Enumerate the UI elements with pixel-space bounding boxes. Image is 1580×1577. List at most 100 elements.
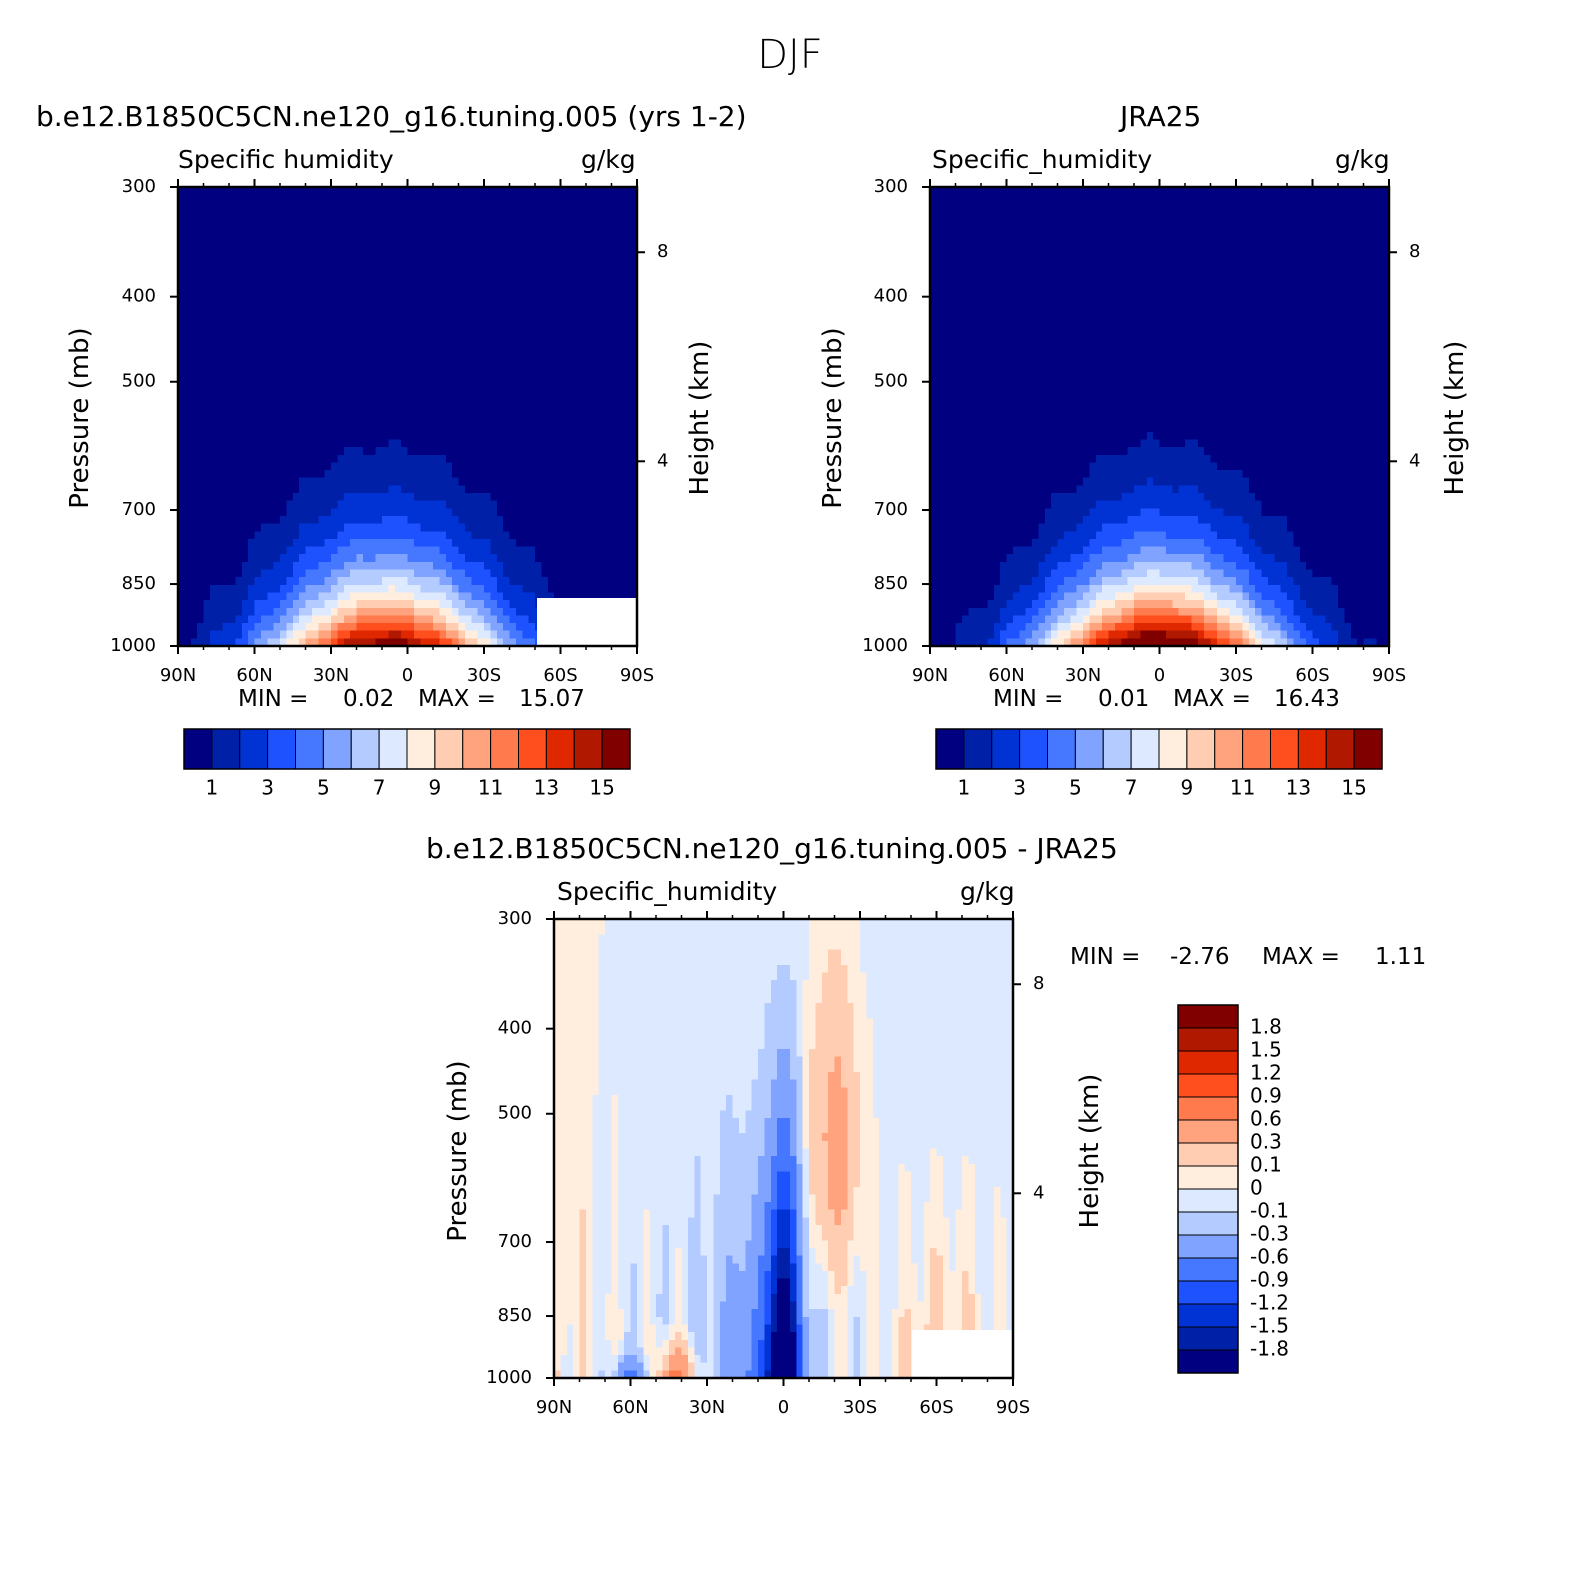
panel3-min-value: -2.76 (1170, 944, 1230, 970)
panel2-colorbar-box (963, 728, 993, 770)
panel2-colorbar-box (1325, 728, 1355, 770)
panel3-min-label: MIN = (1070, 944, 1141, 970)
panel3-y-tick-label: 300 (498, 908, 532, 929)
panel1-title: b.e12.B1850C5CN.ne120_g16.tuning.005 (yr… (36, 100, 747, 133)
panel3-colorbar-box (1177, 1027, 1239, 1052)
panel1-y-tick-label: 500 (122, 371, 156, 392)
panel2-colorbar-box (1186, 728, 1216, 770)
panel1-colorbar-label: 11 (478, 776, 503, 800)
panel3-colorbar-label: 1.5 (1250, 1038, 1282, 1062)
panel2-colorbar-label: 15 (1341, 776, 1366, 800)
panel3-x-tick-label: 90N (536, 1397, 572, 1418)
panel1-y-tick-label: 1000 (110, 635, 156, 656)
panel3-x-tick-label: 60S (919, 1397, 953, 1418)
panel2-variable-label: Specific_humidity (932, 145, 1153, 174)
panel3-colorbar-label: 1.2 (1250, 1061, 1282, 1085)
panel2-x-tick-label: 60N (988, 665, 1024, 686)
panel3-colorbar-label: -0.3 (1250, 1222, 1289, 1246)
panel3-colorbar-label: -1.2 (1250, 1291, 1289, 1315)
panel3-colorbar-box (1177, 1234, 1239, 1259)
panel3-colorbar-label: -0.9 (1250, 1268, 1289, 1292)
panel1-colorbar-box (350, 728, 380, 770)
panel1-y-tick-label: 700 (122, 499, 156, 520)
panel2-y-tick-label: 850 (874, 573, 908, 594)
panel1-y-tick-label: 300 (122, 176, 156, 197)
panel1-y-tick-label: 400 (122, 286, 156, 307)
panel3-colorbar-box (1177, 1349, 1239, 1374)
panel2-y-tick-label: 400 (874, 286, 908, 307)
panel3-colorbar-label: -1.8 (1250, 1337, 1289, 1361)
panel2-max-value: 16.43 (1274, 686, 1340, 712)
panel2-colorbar-box (1242, 728, 1272, 770)
panel3-units-label: g/kg (960, 877, 1015, 906)
panel1-colorbar-label: 15 (589, 776, 614, 800)
panel1-x-tick-label: 90S (620, 665, 654, 686)
panel3-colorbar-box (1177, 1119, 1239, 1144)
panel3-y-tick-label: 400 (498, 1018, 532, 1039)
panel2-colorbar-box (1102, 728, 1132, 770)
panel2-colorbar-label: 5 (1069, 776, 1082, 800)
panel3-colorbar-box (1177, 1211, 1239, 1236)
panel1-colorbar-box (490, 728, 520, 770)
panel2-colorbar-box (1047, 728, 1076, 770)
panel1-x-tick-label: 0 (402, 665, 413, 686)
panel2-max-label: MAX = (1173, 686, 1251, 712)
panel2-x-tick-label: 30N (1065, 665, 1101, 686)
panel1-x-tick-label: 30N (313, 665, 349, 686)
panel2-title: JRA25 (1120, 100, 1202, 133)
panel3-colorbar-label: 0 (1250, 1176, 1263, 1200)
panel2-x-tick-label: 90N (912, 665, 948, 686)
panel1-x-tick-label: 30S (467, 665, 501, 686)
panel2-colorbar-label: 3 (1013, 776, 1026, 800)
panel3-colorbar-label: -1.5 (1250, 1314, 1289, 1338)
panel3-y2-tick-label: 4 (1033, 1182, 1044, 1203)
panel2-x-tick-label: 60S (1295, 665, 1329, 686)
panel1-colorbar-box (406, 728, 436, 770)
panel2-y2-tick-label: 4 (1409, 450, 1420, 471)
panel3-colorbar-box (1177, 1073, 1239, 1098)
panel1-max-label: MAX = (418, 686, 496, 712)
panel2-colorbar-box (1297, 728, 1327, 770)
panel1-colorbar-box (322, 728, 352, 770)
panel1-variable-label: Specific humidity (178, 145, 394, 174)
panel1-colorbar-box (378, 728, 408, 770)
panel3-x-tick-label: 60N (612, 1397, 648, 1418)
panel3-colorbar-label: 1.8 (1250, 1015, 1282, 1039)
panel1-x-tick-label: 60S (543, 665, 577, 686)
panel2-y-tick-label: 700 (874, 499, 908, 520)
panel1-colorbar-box (601, 728, 631, 770)
panel1-colorbar-box (211, 728, 241, 770)
panel2-colorbar-box (1074, 728, 1104, 770)
panel3-colorbar-label: 0.6 (1250, 1107, 1282, 1131)
panel3-colorbar-label: 0.9 (1250, 1084, 1282, 1108)
panel1-y2-tick-label: 8 (657, 241, 668, 262)
panel2-colorbar-box (1130, 728, 1160, 770)
panel2-min-label: MIN = (993, 686, 1064, 712)
panel3-colorbar-frame (1177, 1004, 1239, 1374)
panel1-units-label: g/kg (581, 145, 636, 174)
panel2-colorbar-label: 1 (958, 776, 971, 800)
panel3-colorbar-box (1177, 1165, 1239, 1190)
panel3-y-tick-label: 850 (498, 1305, 532, 1326)
panel3-colorbar-box (1177, 1303, 1239, 1328)
panel3-field (554, 919, 1014, 1379)
panel2-colorbar-label: 11 (1230, 776, 1255, 800)
panel3-y-tick-label: 500 (498, 1103, 532, 1124)
panel3-colorbar-label: 0.3 (1250, 1130, 1282, 1154)
panel3-x-tick-label: 90S (996, 1397, 1030, 1418)
missing-data-mask (537, 598, 637, 646)
panel1-x-tick-label: 90N (160, 665, 196, 686)
panel1-field (178, 187, 638, 647)
panel3-y2-tick-label: 8 (1033, 973, 1044, 994)
panel1-colorbar-label: 9 (429, 776, 442, 800)
panel2-colorbar-frame (935, 728, 1383, 770)
panel2-units-label: g/kg (1335, 145, 1390, 174)
panel1-colorbar-box (434, 728, 464, 770)
panel1-colorbar-label: 1 (206, 776, 219, 800)
panel2-y-tick-label: 500 (874, 371, 908, 392)
figure-title: DJF (757, 32, 823, 78)
panel3-y-tick-label: 700 (498, 1231, 532, 1252)
panel1-y2-tick-label: 4 (657, 450, 668, 471)
panel2-x-tick-label: 30S (1219, 665, 1253, 686)
